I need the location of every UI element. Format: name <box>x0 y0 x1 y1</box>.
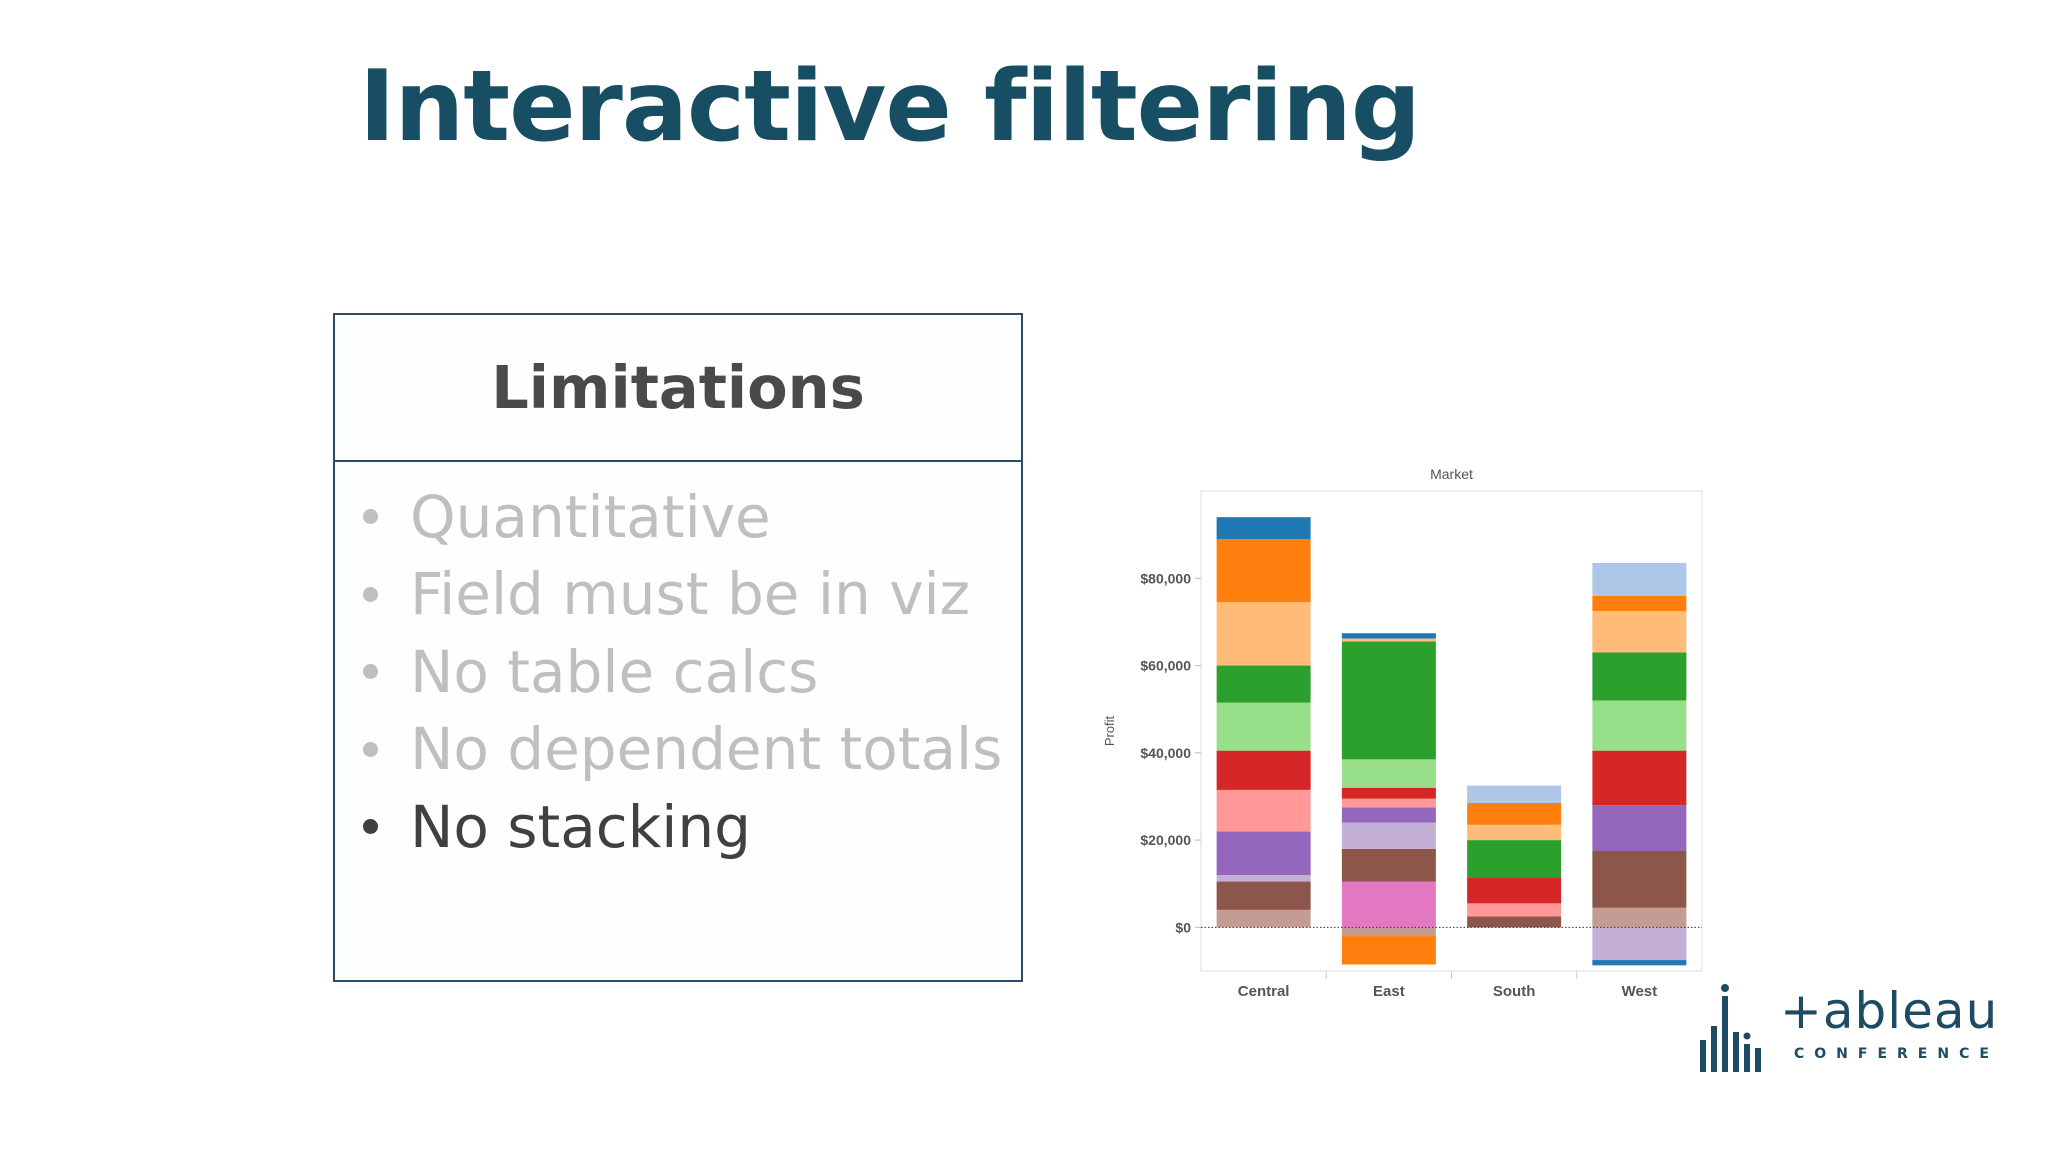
bar-segment <box>1216 539 1311 603</box>
bar-segment <box>1592 851 1687 908</box>
bar-segment <box>1216 517 1311 539</box>
bar-segment <box>1216 831 1311 875</box>
bar-segment <box>1467 785 1562 803</box>
bar-segment <box>1592 700 1687 751</box>
bar-segment <box>1592 927 1687 961</box>
conference-wordmark: CONFERENCE <box>1794 1046 1999 1062</box>
limitation-label: Quantitative <box>410 482 771 551</box>
y-tick-label: $60,000 <box>1140 658 1191 674</box>
bar-segment <box>1216 702 1311 751</box>
x-category-label: East <box>1373 983 1405 1000</box>
bar-segment <box>1592 960 1687 966</box>
bar-segment <box>1216 881 1311 910</box>
bar-segment <box>1341 633 1436 639</box>
limitation-label: No table calcs <box>410 637 819 706</box>
bar-segment <box>1592 611 1687 653</box>
x-category-label: South <box>1493 983 1536 1000</box>
limitation-item: Quantitative <box>363 478 1021 556</box>
bar-segment <box>1467 877 1562 904</box>
bar-segment <box>1216 875 1311 882</box>
bar-segment <box>1592 907 1687 928</box>
limitation-label: Field must be in viz <box>410 560 971 629</box>
bullet-icon <box>363 741 378 757</box>
bar-segment <box>1341 881 1436 928</box>
bullet-icon <box>363 819 378 835</box>
bar-segment <box>1341 807 1436 823</box>
bar-segment <box>1341 787 1436 799</box>
y-tick-label: $0 <box>1175 919 1191 935</box>
bullet-icon <box>363 509 378 525</box>
bar-segment <box>1341 798 1436 808</box>
y-tick-label: $20,000 <box>1140 832 1191 848</box>
limitation-item: No table calcs <box>363 633 1021 711</box>
y-tick-label: $80,000 <box>1140 570 1191 586</box>
bar-segment <box>1216 750 1311 790</box>
bar-segment <box>1592 595 1687 611</box>
x-category-label: Central <box>1238 983 1290 1000</box>
limitation-item: No dependent totals <box>363 711 1021 789</box>
bar-segment <box>1592 805 1687 851</box>
bar-segment <box>1216 602 1311 666</box>
limitation-label: No dependent totals <box>410 715 1003 784</box>
limitation-item: No stacking <box>363 788 1021 866</box>
profit-chart: Market Profit $0 $20,000 $40,000 $60,000 $80,0… <box>1090 455 1730 1015</box>
limitations-heading: Limitations <box>491 353 865 422</box>
bar-segment <box>1592 652 1687 701</box>
stacked-bar-chart: Market Profit $0 $20,000 $40,000 $60,000 $80,0… <box>1102 466 1703 1000</box>
tableau-bars-icon <box>1700 984 1761 1072</box>
bar-segment <box>1467 916 1562 928</box>
bar-segment <box>1592 750 1687 806</box>
bar-segment <box>1216 665 1311 703</box>
bar-segment <box>1467 840 1562 878</box>
y-axis-label: Profit <box>1102 715 1117 746</box>
slide-title: Interactive filtering <box>359 50 1421 164</box>
x-category-label: West <box>1622 983 1658 1000</box>
bar-segment <box>1216 789 1311 832</box>
limitations-header: Limitations <box>335 315 1021 462</box>
bar-segment <box>1341 927 1436 937</box>
chart-title: Market <box>1430 466 1473 482</box>
tableau-wordmark: +ableau <box>1780 982 1999 1040</box>
limitations-box: Limitations Quantitative Field must be i… <box>333 313 1023 982</box>
bar-segment <box>1341 759 1436 788</box>
bar-segment <box>1592 563 1687 596</box>
limitation-label: No stacking <box>410 792 751 861</box>
limitations-list: Quantitative Field must be in viz No tab… <box>335 462 1021 866</box>
bar-segment <box>1341 936 1436 965</box>
bullet-icon <box>363 586 378 602</box>
bar-segment <box>1341 641 1436 760</box>
tableau-conference-logo: +ableau CONFERENCE <box>1698 982 1997 1078</box>
bar-segment <box>1341 638 1436 642</box>
y-tick-label: $40,000 <box>1140 745 1191 761</box>
bar-segment <box>1467 803 1562 825</box>
limitation-item: Field must be in viz <box>363 556 1021 634</box>
bar-segment <box>1341 848 1436 882</box>
bar-segment <box>1467 824 1562 841</box>
bullet-icon <box>363 664 378 680</box>
bar-segment <box>1216 909 1311 928</box>
bar-segment <box>1467 903 1562 917</box>
bar-segment <box>1341 822 1436 849</box>
